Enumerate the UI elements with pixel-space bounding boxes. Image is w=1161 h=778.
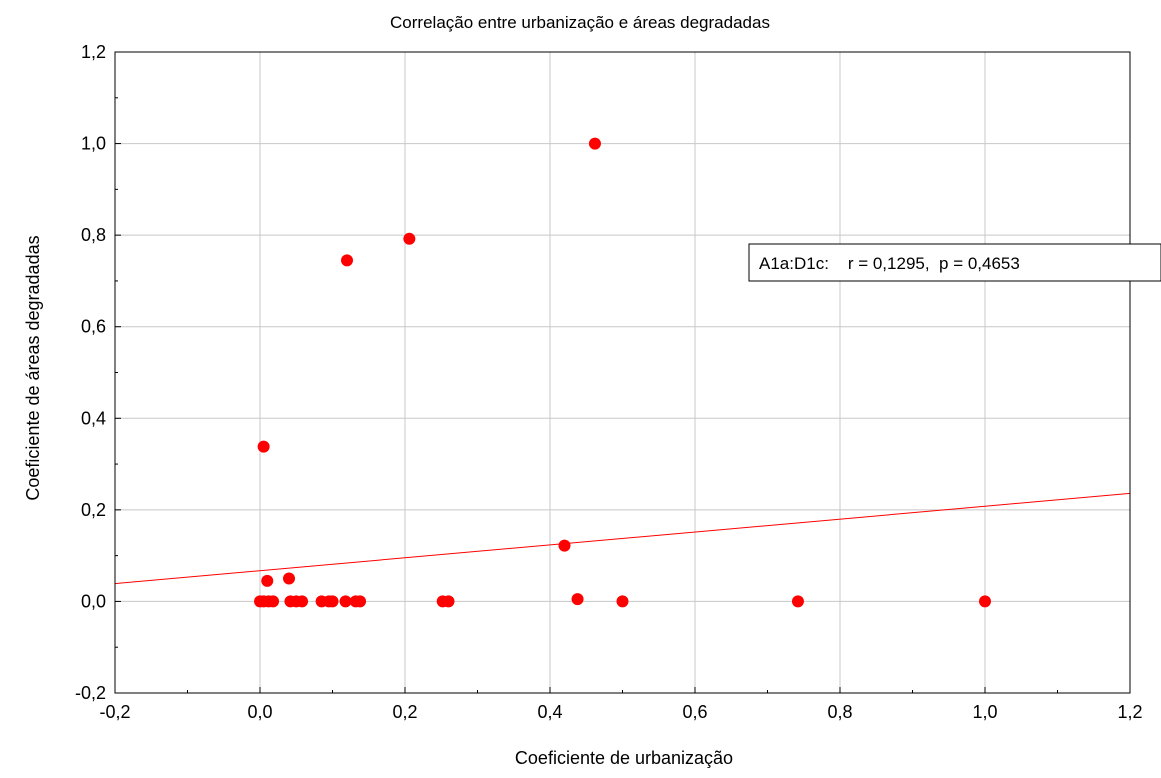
- data-point: [616, 595, 629, 608]
- x-tick-label: 0,6: [682, 702, 707, 722]
- stats-annotation: A1a:D1c: r = 0,1295, p = 0,4653: [748, 243, 1161, 282]
- data-point: [571, 593, 584, 606]
- regression-line: [114, 492, 1131, 585]
- data-point: [326, 595, 339, 608]
- y-tick-label: 0,2: [81, 500, 106, 520]
- grid-lines: [115, 52, 1130, 693]
- data-point: [403, 232, 416, 245]
- y-tick-label: 1,2: [81, 42, 106, 62]
- data-point: [267, 595, 280, 608]
- data-point: [257, 440, 270, 453]
- tick-labels: -0,2 0,0 0,2 0,4 0,6 0,8 1,0 1,2 -0,2 0,0 0,2 0,4 0,…: [75, 42, 1143, 722]
- x-tick-label: 1,0: [972, 702, 997, 722]
- y-tick-label: 0,6: [81, 317, 106, 337]
- x-tick-label: 0,2: [392, 702, 417, 722]
- y-tick-label: 0,8: [81, 225, 106, 245]
- data-point: [442, 595, 455, 608]
- regression-line-group: [114, 492, 1131, 585]
- x-tick-label: 0,0: [247, 702, 272, 722]
- y-tick-label: 0,0: [81, 591, 106, 611]
- y-tick-label: -0,2: [75, 683, 106, 703]
- x-axis-label: Coeficiente de urbanização: [515, 748, 733, 768]
- data-point: [791, 595, 804, 608]
- y-tick-label: 1,0: [81, 134, 106, 154]
- data-point: [979, 595, 991, 608]
- data-points: [254, 137, 991, 608]
- data-point: [558, 539, 571, 552]
- y-axis-label: Coeficiente de áreas degradadas: [23, 235, 43, 500]
- data-point: [283, 572, 295, 585]
- x-tick-label: 0,8: [827, 702, 852, 722]
- data-point: [354, 595, 367, 608]
- data-point: [261, 574, 274, 587]
- data-point: [339, 595, 352, 608]
- stats-annotation-text: A1a:D1c: r = 0,1295, p = 0,4653: [759, 254, 1020, 273]
- x-tick-label: 1,2: [1117, 702, 1142, 722]
- x-tick-label: 0,4: [537, 702, 562, 722]
- data-point: [296, 595, 309, 608]
- x-tick-label: -0,2: [99, 702, 130, 722]
- y-tick-label: 0,4: [81, 408, 106, 428]
- axis-ticks: [114, 51, 1131, 694]
- data-point: [588, 137, 601, 150]
- chart-title: Correlação entre urbanização e áreas deg…: [390, 13, 770, 32]
- data-point: [341, 254, 353, 267]
- stats-annotation-box: [748, 243, 1161, 282]
